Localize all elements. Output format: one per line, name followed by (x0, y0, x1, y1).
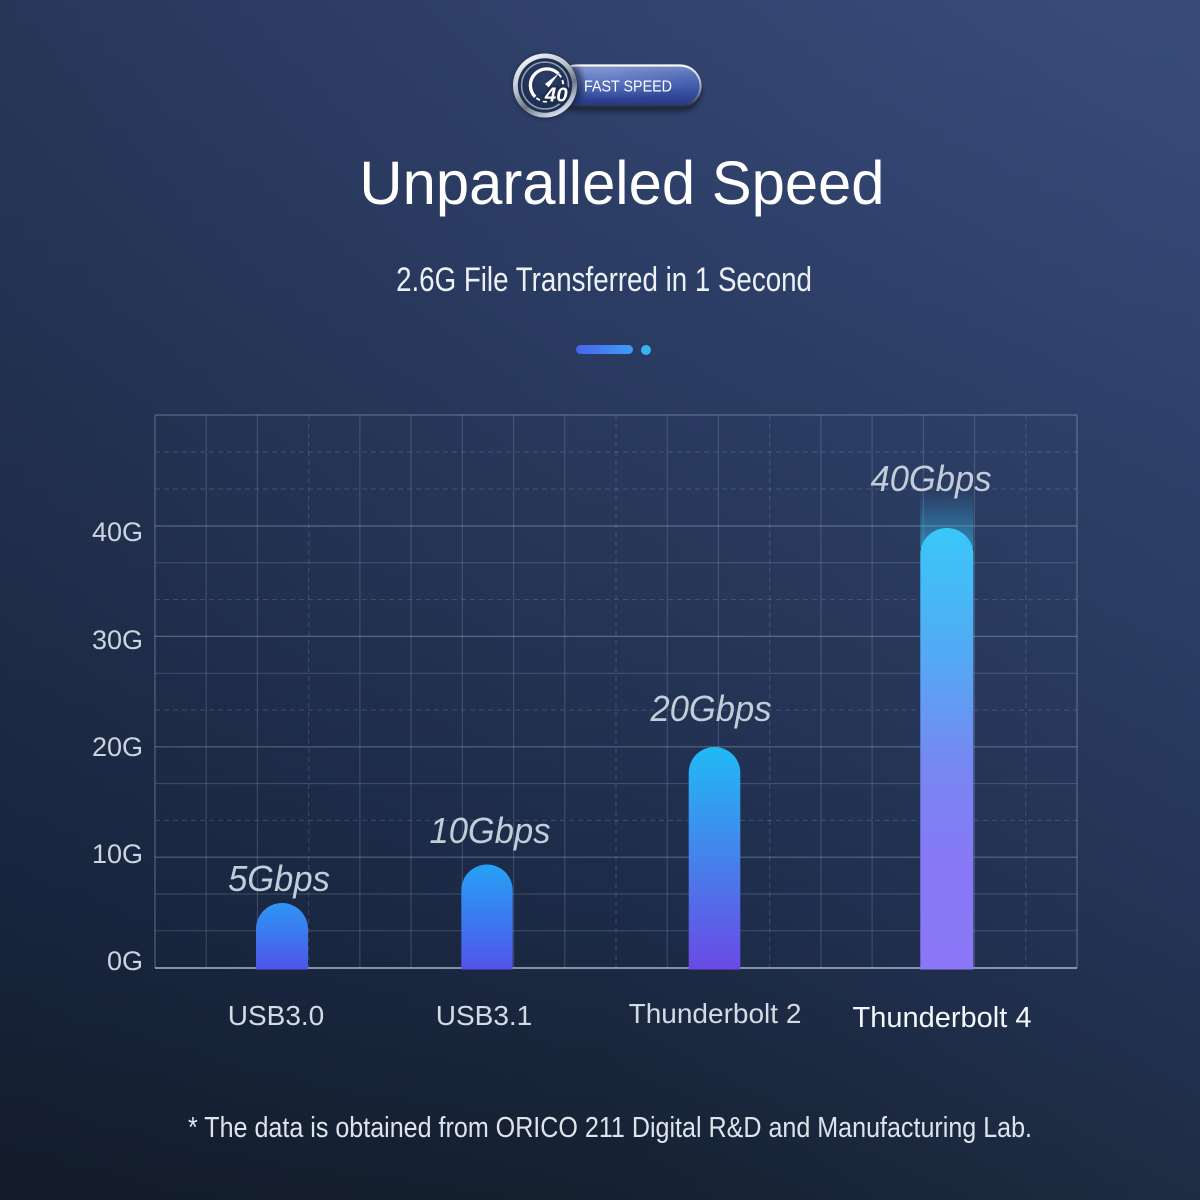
svg-text:FAST SPEED: FAST SPEED (584, 78, 672, 95)
svg-text:40: 40 (544, 83, 568, 106)
